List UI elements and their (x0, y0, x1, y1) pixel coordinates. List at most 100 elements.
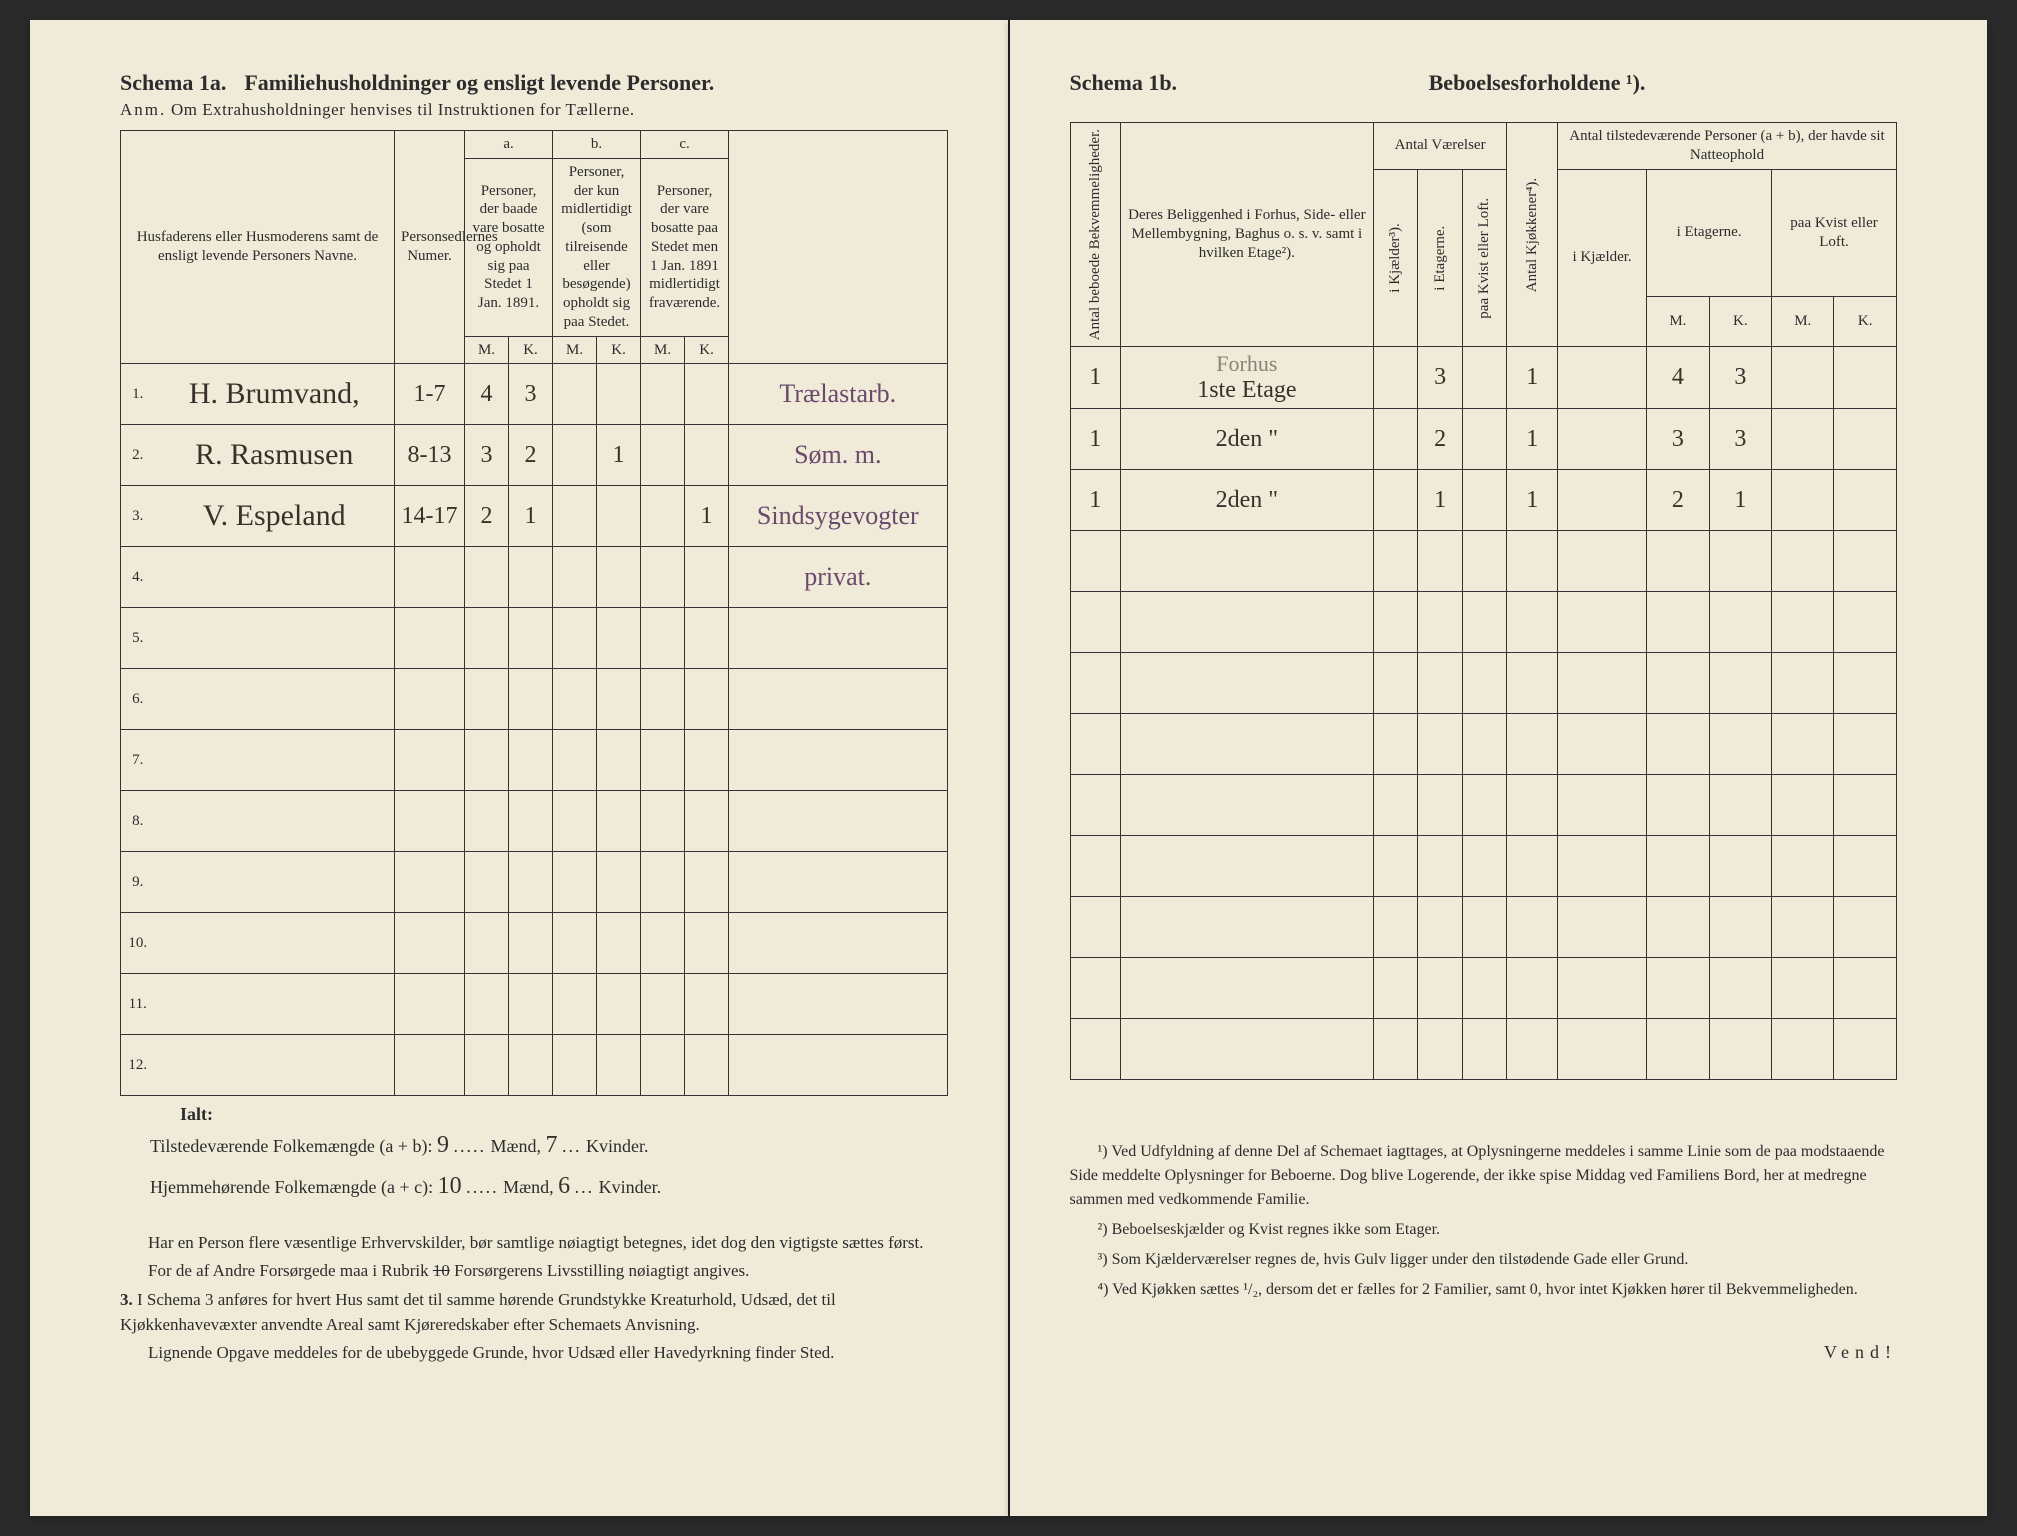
sum1-k: 7 (545, 1132, 557, 1158)
anm-line: Anm. Om Extrahusholdninger henvises til … (120, 100, 948, 120)
r-kv (1462, 775, 1507, 836)
location-cell (1121, 653, 1374, 714)
pers-num (395, 547, 465, 608)
p-et-k (1709, 958, 1771, 1019)
table-row: 10. (121, 913, 948, 974)
pers-num (395, 608, 465, 669)
note-cell (729, 1035, 947, 1096)
a-k (509, 791, 553, 852)
p-et-k (1709, 897, 1771, 958)
head-pkv-k: K. (1834, 297, 1897, 347)
head-a-text: Personer, der baade vare bosatte og opho… (465, 158, 553, 336)
footnotes: ¹) Ved Udfyldning af denne Del af Schema… (1070, 1140, 1898, 1302)
p-kj (1558, 347, 1647, 409)
body-p2: For de af Andre Forsørgede maa i Rubrik … (120, 1259, 948, 1284)
p-kv-m (1772, 592, 1834, 653)
body-p3: 3. I Schema 3 anføres for hvert Hus samt… (120, 1288, 948, 1337)
b-m (553, 669, 597, 730)
b-k (597, 364, 641, 425)
p-kj (1558, 958, 1647, 1019)
r-kj (1373, 836, 1418, 897)
head-p-et: i Etagerne. (1647, 169, 1772, 297)
p-kj (1558, 653, 1647, 714)
location-cell: 2den " (1121, 470, 1374, 531)
kjok (1507, 775, 1558, 836)
left-title-row: Schema 1a. Familiehusholdninger og ensli… (120, 70, 948, 96)
b-m (553, 547, 597, 608)
name-cell (155, 852, 395, 913)
location-cell: 2den " (1121, 409, 1374, 470)
r-et (1418, 653, 1463, 714)
b-m (553, 364, 597, 425)
note-cell (729, 608, 947, 669)
bekv-count: 1 (1070, 347, 1121, 409)
head-c-m: M. (641, 336, 685, 364)
c-k (685, 913, 729, 974)
row-num: 2. (121, 425, 155, 486)
c-k (685, 1035, 729, 1096)
head-r-et: i Etagerne. (1418, 169, 1463, 347)
schema-1b-label: Schema 1b. (1070, 70, 1178, 96)
name-cell (155, 608, 395, 669)
ialt-label: Ialt: (180, 1104, 948, 1125)
table-row: 9. (121, 852, 948, 913)
r-kv (1462, 958, 1507, 1019)
note-cell: Sindsygevogter (729, 486, 947, 547)
kjok (1507, 1019, 1558, 1080)
c-m (641, 425, 685, 486)
head-a-m: M. (465, 336, 509, 364)
r-kj (1373, 897, 1418, 958)
a-m (465, 730, 509, 791)
b-m (553, 425, 597, 486)
p-et-k (1709, 775, 1771, 836)
name-cell (155, 913, 395, 974)
a-m (465, 547, 509, 608)
p-kv-m (1772, 347, 1834, 409)
pers-num (395, 669, 465, 730)
note-cell (729, 669, 947, 730)
a-k (509, 974, 553, 1035)
a-k: 3 (509, 364, 553, 425)
head-name: Husfaderens eller Husmoderens samt de en… (121, 131, 395, 364)
note-cell: Trælastarb. (729, 364, 947, 425)
p-kj (1558, 531, 1647, 592)
location-cell (1121, 775, 1374, 836)
r-kj (1373, 592, 1418, 653)
p-et-k (1709, 653, 1771, 714)
b-m (553, 852, 597, 913)
table-row: 6. (121, 669, 948, 730)
pers-num (395, 730, 465, 791)
p-kv-k (1834, 347, 1897, 409)
table-row: 12den "2133 (1070, 409, 1897, 470)
bekv-count: 1 (1070, 409, 1121, 470)
a-m: 2 (465, 486, 509, 547)
kjok: 1 (1507, 409, 1558, 470)
r-kj (1373, 653, 1418, 714)
head-c-text: Personer, der vare bosatte paa Stedet me… (641, 158, 729, 336)
bekv-count: 1 (1070, 470, 1121, 531)
b-m (553, 608, 597, 669)
a-k (509, 669, 553, 730)
c-m (641, 364, 685, 425)
b-k (597, 730, 641, 791)
c-m (641, 913, 685, 974)
b-m (553, 913, 597, 974)
p-et-m (1647, 653, 1709, 714)
fn1: ¹) Ved Udfyldning af denne Del af Schema… (1070, 1140, 1898, 1212)
note-cell (729, 974, 947, 1035)
b-k (597, 791, 641, 852)
a-k (509, 608, 553, 669)
a-m (465, 1035, 509, 1096)
b-m (553, 486, 597, 547)
p-et-k (1709, 592, 1771, 653)
location-cell (1121, 592, 1374, 653)
c-m (641, 974, 685, 1035)
p-et-k (1709, 531, 1771, 592)
a-k: 2 (509, 425, 553, 486)
p-kv-m (1772, 775, 1834, 836)
p-kj (1558, 714, 1647, 775)
head-c-k: K. (685, 336, 729, 364)
p-kv-k (1834, 531, 1897, 592)
p-et-m: 2 (1647, 470, 1709, 531)
p-kv-k (1834, 592, 1897, 653)
